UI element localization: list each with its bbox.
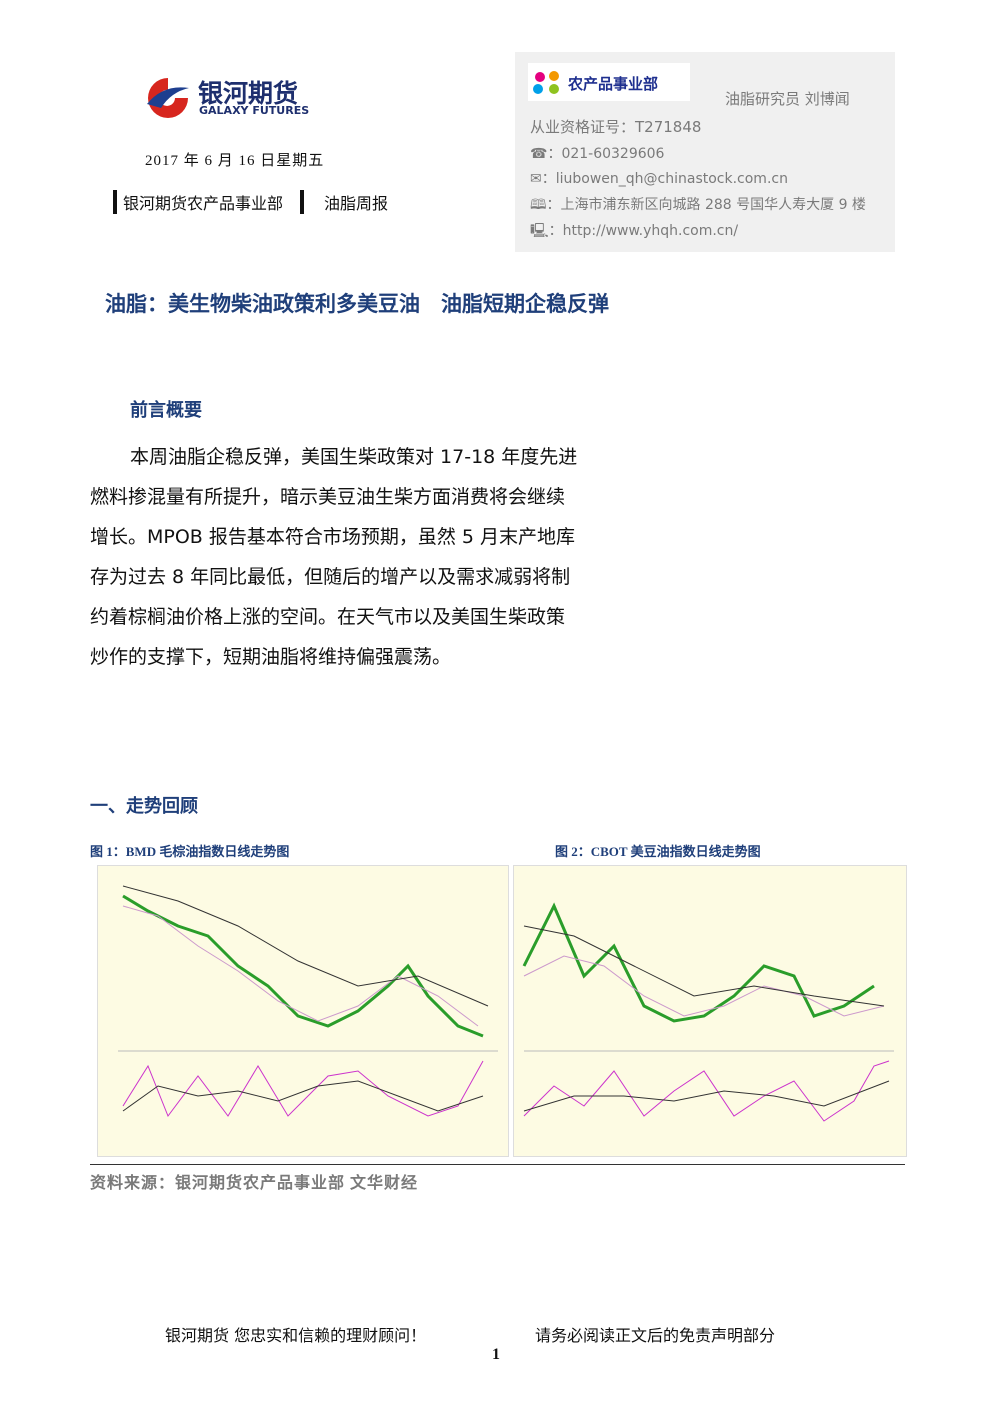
paragraph-line: 约着棕榈油价格上涨的空间。在天气市以及美国生柴政策	[90, 606, 566, 628]
department: 银河期货农产品事业部	[113, 190, 283, 214]
figure-caption: 图 1：BMD 毛棕油指数日线走势图	[90, 844, 290, 859]
email: ✉：liubowen_qh@chinastock.com.cn	[530, 171, 788, 187]
section-heading: 前言概要	[130, 400, 202, 421]
paragraph-line: 燃料掺混量有所提升，暗示美豆油生柴方面消费将会继续	[90, 486, 566, 508]
figure-caption: 图 2：CBOT 美豆油指数日线走势图	[555, 844, 761, 859]
researcher: 油脂研究员 刘博闻	[725, 90, 850, 108]
section-heading: 一、走势回顾	[90, 796, 198, 817]
source: 资料来源：银河期货农产品事业部 文华财经	[90, 1175, 419, 1192]
dept-logo-box: 农产品事业部	[528, 63, 690, 101]
footer-slogan: 银河期货 您忠实和信赖的理财顾问！	[165, 1326, 427, 1345]
divider	[90, 1164, 905, 1165]
logo-subtitle: GALAXY FUTURES	[199, 104, 310, 117]
report-type: 油脂周报	[300, 190, 388, 214]
report-title: 油脂：美生物柴油政策利多美豆油 油脂短期企稳反弹	[105, 292, 609, 316]
paragraph-line: 增长。MPOB 报告基本符合市场预期，虽然 5 月末产地库	[90, 526, 576, 548]
license: 从业资格证号：T271848	[530, 118, 702, 136]
figure-image	[513, 865, 907, 1157]
summary-paragraph: 本周油脂企稳反弹，美国生柴政策对 17-18 年度先进燃料掺混量有所提升，暗示美…	[90, 437, 577, 677]
paragraph-line: 存为过去 8 年同比最低，但随后的增产以及需求减弱将制	[90, 566, 571, 588]
figure-image	[97, 865, 509, 1157]
logo-name: 银河期货	[198, 79, 299, 108]
page-number: 1	[492, 1346, 500, 1363]
dept-logo-icon	[533, 71, 559, 94]
figure-sketch	[118, 885, 498, 1118]
paragraph-line: 炒作的支撑下，短期油脂将维持偏强震荡。	[90, 646, 452, 668]
date: 2017 年 6 月 16 日星期五	[145, 153, 325, 169]
paragraph-line: 本周油脂企稳反弹，美国生柴政策对 17-18 年度先进	[130, 446, 578, 468]
logo-icon	[147, 78, 189, 118]
address: 🕮：上海市浦东新区向城路 288 号国华人寿大厦 9 楼	[530, 197, 866, 213]
phone: ☎：021-60329606	[530, 146, 665, 162]
figure-sketch	[522, 902, 894, 1122]
website: 🖳：http://www.yhqh.com.cn/	[530, 223, 739, 239]
footer-disclaimer: 请务必阅读正文后的免责声明部分	[535, 1326, 776, 1345]
dept-logo-text: 农产品事业部	[568, 75, 659, 93]
